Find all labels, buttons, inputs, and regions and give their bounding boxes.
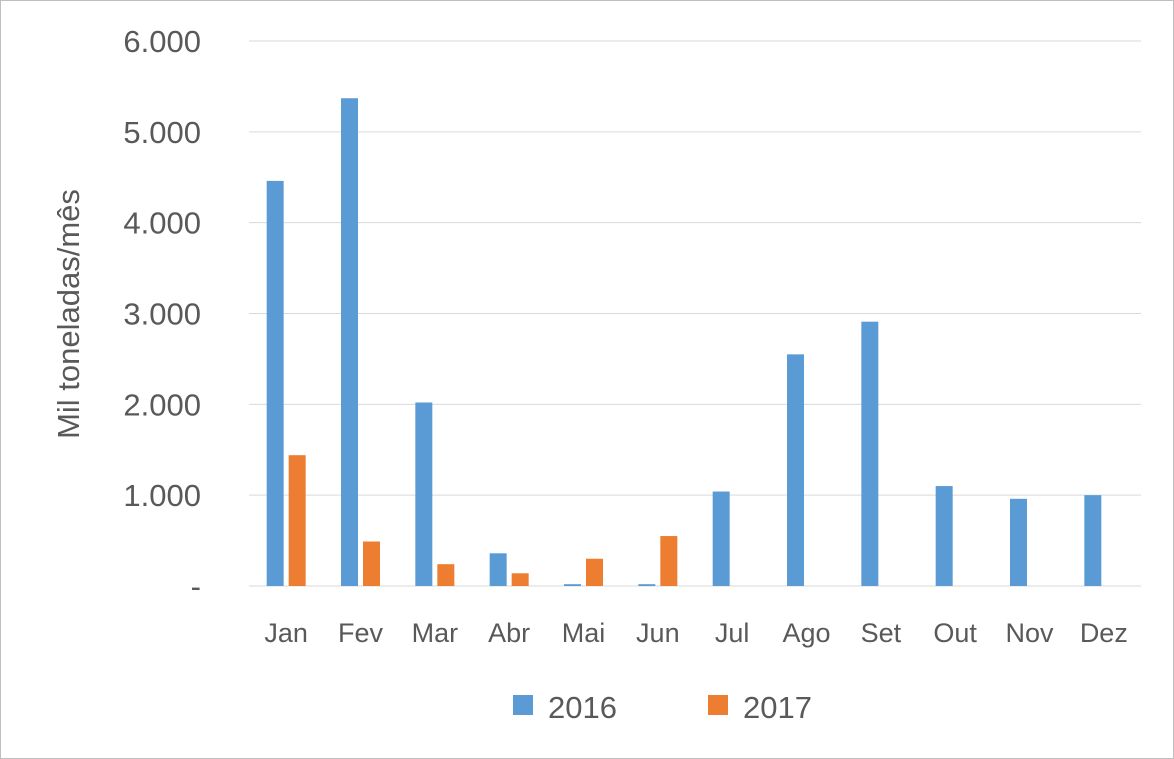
x-tick-label: Nov bbox=[1005, 618, 1054, 648]
bar-2016-Mar bbox=[415, 402, 433, 586]
bar-2016-Abr bbox=[489, 553, 507, 586]
y-tick-label: 4.000 bbox=[123, 206, 201, 241]
legend-swatch-2016 bbox=[513, 695, 533, 715]
bar-2016-Mai bbox=[564, 584, 581, 586]
bar-2016-Set bbox=[861, 321, 879, 586]
bar-2017-Jun bbox=[660, 536, 678, 586]
bar-2016-Jan bbox=[266, 180, 284, 586]
bar-2016-Out bbox=[935, 486, 953, 586]
bar-2017-Jan bbox=[288, 455, 306, 586]
y-tick-label: 1.000 bbox=[123, 478, 201, 513]
y-axis-ticks: - 1.000 2.000 3.000 4.000 5.000 6.000 bbox=[123, 24, 201, 604]
y-axis-title: Mil toneladas/mês bbox=[51, 189, 86, 439]
gridlines bbox=[249, 40, 1141, 587]
legend-swatch-2017 bbox=[708, 695, 728, 715]
x-tick-label: Jun bbox=[636, 618, 680, 648]
x-tick-label: Fev bbox=[338, 618, 384, 648]
y-tick-label: 2.000 bbox=[123, 387, 201, 422]
x-tick-label: Abr bbox=[488, 618, 530, 648]
x-axis-categories: Jan Fev Mar Abr Mai Jun Jul Ago Set Out Nov Dez bbox=[264, 618, 1127, 648]
bar-2016-Jun bbox=[638, 584, 656, 586]
x-tick-label: Out bbox=[933, 618, 977, 648]
bar-2016-Dez bbox=[1084, 495, 1102, 586]
bar-2016-Nov bbox=[1010, 498, 1027, 586]
x-tick-label: Jul bbox=[715, 618, 750, 648]
bar-2016-Fev bbox=[341, 98, 358, 586]
x-tick-label: Dez bbox=[1080, 618, 1128, 648]
legend-label-2017: 2017 bbox=[743, 690, 812, 725]
legend: 2016 2017 bbox=[513, 690, 812, 725]
x-tick-label: Ago bbox=[782, 618, 830, 648]
bar-2016-Jul bbox=[712, 491, 730, 586]
legend-label-2016: 2016 bbox=[548, 690, 617, 725]
bar-2017-Fev bbox=[363, 541, 380, 586]
x-tick-label: Jan bbox=[264, 618, 308, 648]
x-tick-label: Set bbox=[861, 618, 902, 648]
bar-2016-Ago bbox=[787, 354, 804, 586]
bar-2017-Abr bbox=[511, 573, 529, 586]
y-tick-label: 6.000 bbox=[123, 24, 201, 59]
y-tick-label: 5.000 bbox=[123, 115, 201, 150]
y-tick-label: - bbox=[191, 569, 201, 604]
x-tick-label: Mar bbox=[412, 618, 459, 648]
bar-2017-Mar bbox=[437, 564, 455, 586]
x-tick-label: Mai bbox=[562, 618, 606, 648]
bars bbox=[266, 98, 1102, 586]
y-tick-label: 3.000 bbox=[123, 297, 201, 332]
bar-2017-Mai bbox=[586, 558, 603, 586]
